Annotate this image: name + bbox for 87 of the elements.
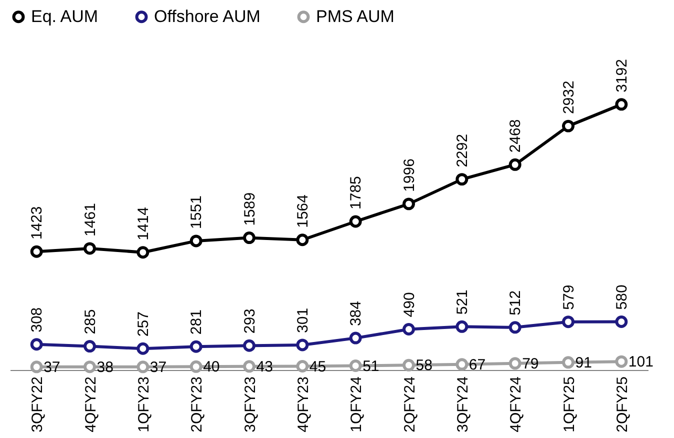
x-tick-label: 3QFY24: [454, 376, 472, 432]
data-label: 285: [82, 309, 99, 334]
point: [349, 360, 362, 372]
data-label: 384: [348, 301, 365, 326]
point: [190, 340, 202, 353]
x-tick-label: 4QFY23: [294, 376, 312, 432]
point: [402, 358, 415, 372]
point: [296, 338, 309, 352]
data-label: 1785: [348, 176, 365, 210]
data-label: 37: [150, 358, 167, 376]
x-tick-label: 1QFY25: [560, 376, 578, 432]
legend-label: Offshore AUM: [154, 6, 260, 26]
point: [508, 321, 522, 334]
data-label: 43: [256, 358, 273, 376]
data-label: 79: [522, 355, 539, 372]
point: [190, 234, 202, 248]
point: [243, 339, 256, 352]
point: [190, 360, 202, 373]
data-label: 579: [560, 284, 578, 310]
data-label: 281: [188, 310, 206, 335]
point: [296, 360, 309, 372]
x-tick-label: 2QFY23: [188, 376, 206, 432]
data-label: 1423: [28, 206, 46, 240]
point: [296, 234, 309, 246]
data-label: 521: [454, 290, 471, 315]
point: [84, 340, 96, 353]
point: [456, 173, 468, 186]
data-label: 2468: [507, 119, 524, 153]
data-label: 1551: [188, 196, 206, 229]
data-label: 1589: [241, 192, 258, 226]
x-tick-label: 4QFY22: [82, 376, 100, 432]
data-label: 1996: [400, 158, 418, 192]
point: [508, 357, 522, 370]
data-label: 91: [575, 354, 592, 372]
point: [84, 360, 96, 374]
data-label: 2932: [560, 80, 578, 114]
x-tick-label: 2QFY25: [614, 376, 631, 432]
data-label: 101: [628, 354, 654, 371]
x-tick-label: 3QFY22: [29, 376, 46, 432]
point: [349, 332, 362, 344]
point: [349, 215, 362, 228]
data-label: 3192: [613, 59, 630, 92]
data-label: 512: [507, 290, 524, 316]
legend-label: Eq. AUM: [31, 6, 98, 26]
x-tick-label: 2QFY24: [401, 376, 418, 432]
data-label: 1461: [82, 203, 99, 236]
data-label: 1414: [134, 206, 152, 240]
data-label: 67: [468, 356, 486, 374]
x-tick-label: 1QFY23: [135, 376, 152, 432]
data-label: 51: [362, 358, 380, 375]
point: [562, 356, 574, 369]
data-label: 2292: [454, 134, 471, 168]
data-label: 580: [613, 284, 630, 310]
point: [243, 232, 256, 244]
data-label: 257: [134, 312, 152, 337]
point: [615, 316, 628, 328]
point: [456, 320, 468, 333]
point: [136, 246, 150, 259]
point: [30, 245, 43, 258]
data-label: 293: [241, 308, 258, 334]
data-label: 38: [96, 358, 114, 376]
data-label: 490: [400, 292, 418, 318]
data-label: 1564: [294, 194, 312, 228]
point: [84, 242, 96, 255]
point: [456, 358, 468, 371]
point: [136, 360, 150, 374]
data-label: 308: [28, 307, 46, 332]
x-tick-label: 3QFY23: [242, 376, 259, 432]
point: [562, 120, 574, 132]
data-label: 301: [294, 308, 312, 333]
point: [402, 323, 415, 336]
point: [30, 338, 43, 351]
x-tick-label: 1QFY24: [348, 376, 366, 432]
point: [30, 360, 43, 374]
point: [243, 360, 256, 373]
data-label: 37: [44, 358, 60, 376]
point: [615, 98, 628, 111]
point: [615, 355, 628, 368]
legend-label: PMS AUM: [316, 6, 394, 26]
point: [562, 316, 574, 328]
point: [136, 342, 150, 355]
point: [508, 158, 522, 171]
point: [402, 198, 415, 210]
data-label: 45: [309, 358, 326, 376]
data-label: 40: [203, 358, 220, 376]
data-label: 58: [416, 357, 432, 374]
x-tick-label: 4QFY24: [508, 376, 525, 432]
